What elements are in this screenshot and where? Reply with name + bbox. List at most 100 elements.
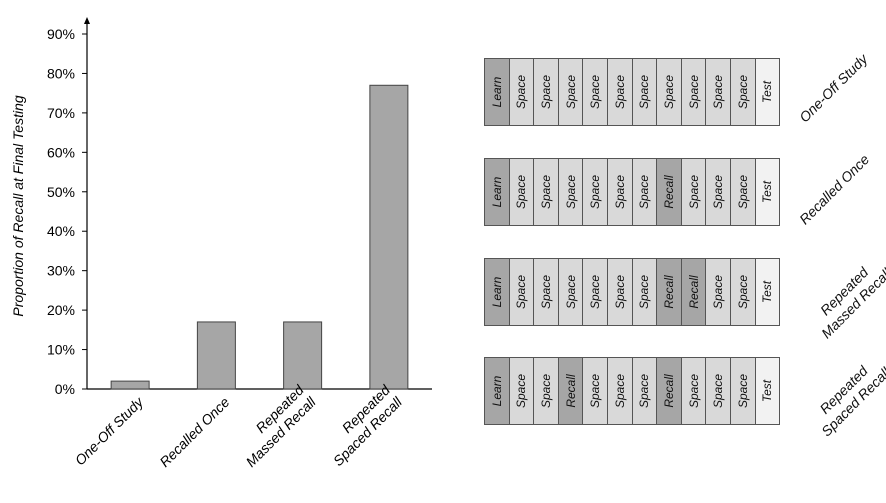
schedule-cell-space: Space: [582, 58, 608, 126]
y-tick-label: 50%: [47, 184, 75, 200]
schedule-cell-label: Space: [637, 274, 652, 310]
schedule-cell-space: Space: [533, 258, 559, 326]
schedule-cell-learn: Learn: [484, 357, 510, 425]
schedule-cell-space: Space: [607, 357, 633, 425]
schedule-cell-label: Space: [563, 74, 578, 110]
schedule-cell-space: Space: [705, 58, 731, 126]
y-tick-label: 70%: [47, 105, 75, 121]
schedule-cell-learn: Learn: [484, 258, 510, 326]
schedule-cell-space: Space: [656, 58, 682, 126]
schedule-cell-label: Recall: [686, 275, 701, 309]
schedule-cell-label: Learn: [489, 375, 504, 407]
bar: [196, 321, 236, 390]
y-tick-label: 30%: [47, 263, 75, 279]
schedule-cell-label: Space: [686, 373, 701, 409]
schedule-cell-label: Space: [588, 373, 603, 409]
schedule-cell-space: Space: [680, 158, 707, 226]
schedule-cell-space: Space: [705, 357, 731, 425]
schedule-row-label: One-Off Study: [796, 51, 871, 126]
schedule-cell-learn: Learn: [484, 58, 510, 126]
schedule-cell-space: Space: [631, 258, 658, 326]
schedule-cell-label: Space: [514, 373, 529, 409]
schedule-cell-label: Test: [760, 180, 775, 204]
schedule-cell-label: Space: [563, 174, 578, 210]
schedule-cell-space: Space: [730, 158, 756, 226]
schedule-cell-label: Recall: [661, 275, 676, 309]
schedule-cell-space: Space: [533, 158, 559, 226]
schedule-cell-space: Space: [607, 158, 633, 226]
schedule-cell-test: Test: [754, 158, 781, 226]
schedule-cell-label: Learn: [489, 276, 504, 308]
schedule-cell-test: Test: [754, 357, 781, 425]
y-axis-arrow: [84, 17, 90, 24]
schedule-cell-label: Space: [686, 74, 701, 110]
schedule-cell-label: Space: [735, 274, 750, 310]
schedule-cell-space: Space: [508, 357, 535, 425]
schedule-cell-space: Space: [631, 357, 658, 425]
schedule-cell-label: Space: [514, 74, 529, 110]
schedule-cell-label: Recall: [563, 374, 578, 408]
schedule-cell-label: Space: [637, 373, 652, 409]
y-tick-label: 10%: [47, 342, 75, 358]
schedule-cell-space: Space: [680, 357, 707, 425]
schedule-cell-space: Space: [730, 357, 756, 425]
schedule-cell-recall: Recall: [656, 158, 682, 226]
y-tick-label: 80%: [47, 65, 75, 81]
y-tick-label: 90%: [47, 26, 75, 42]
schedule-cell-label: Learn: [489, 176, 504, 208]
schedule-cell-space: Space: [705, 158, 731, 226]
schedule-cell-label: Space: [637, 74, 652, 110]
y-tick-label: 40%: [47, 223, 75, 239]
schedule-cell-space: Space: [582, 258, 608, 326]
schedule-cell-label: Space: [735, 74, 750, 110]
schedule-cell-label: Space: [538, 373, 553, 409]
schedule-cell-label: Space: [563, 274, 578, 310]
bar: [283, 321, 323, 390]
schedule-row-label: Repeated Massed Recall: [806, 253, 886, 342]
schedule-cell-label: Space: [538, 174, 553, 210]
schedule-cell-label: Space: [735, 373, 750, 409]
schedule-cell-label: Space: [711, 274, 726, 310]
schedule-cell-space: Space: [631, 58, 658, 126]
y-tick-label: 0%: [55, 381, 75, 397]
schedule-cell-space: Space: [533, 357, 559, 425]
schedule-cell-recall: Recall: [557, 357, 584, 425]
schedule-cell-test: Test: [754, 58, 781, 126]
schedule-cell-space: Space: [631, 158, 658, 226]
schedule-cell-learn: Learn: [484, 158, 510, 226]
bar: [369, 84, 409, 390]
schedule-cell-label: Space: [514, 174, 529, 210]
y-tick-label: 60%: [47, 144, 75, 160]
schedule-cell-label: Space: [588, 74, 603, 110]
y-axis-title: Proportion of Recall at Final Testing: [10, 95, 26, 316]
y-tick-label: 20%: [47, 302, 75, 318]
schedule-cell-label: Space: [514, 274, 529, 310]
schedule-cell-label: Learn: [489, 76, 504, 108]
schedule-cell-space: Space: [508, 58, 535, 126]
schedule-cell-space: Space: [557, 158, 584, 226]
schedule-row-label: Repeated Spaced Recall: [806, 352, 886, 440]
schedule-cell-space: Space: [705, 258, 731, 326]
schedule-cell-space: Space: [730, 58, 756, 126]
schedule-cell-recall: Recall: [656, 258, 682, 326]
schedule-cell-space: Space: [680, 58, 707, 126]
schedule-cell-label: Space: [588, 174, 603, 210]
schedule-cell-label: Space: [612, 174, 627, 210]
schedule-cell-label: Test: [760, 379, 775, 403]
schedule-cell-label: Test: [760, 80, 775, 104]
schedule-cell-label: Space: [711, 174, 726, 210]
bar: [110, 380, 150, 390]
schedule-cell-label: Recall: [661, 175, 676, 209]
schedule-cell-space: Space: [730, 258, 756, 326]
schedule-cell-recall: Recall: [656, 357, 682, 425]
schedule-row-label-line: Recalled Once: [796, 151, 873, 228]
schedule-cell-label: Space: [588, 274, 603, 310]
schedule-cell-label: Space: [661, 74, 676, 110]
schedule-cell-label: Recall: [661, 374, 676, 408]
schedule-row-label-line: One-Off Study: [796, 50, 871, 126]
schedule-cell-label: Space: [538, 74, 553, 110]
schedule-cell-space: Space: [533, 58, 559, 126]
schedule-cell-space: Space: [582, 158, 608, 226]
schedule-cell-test: Test: [754, 258, 781, 326]
